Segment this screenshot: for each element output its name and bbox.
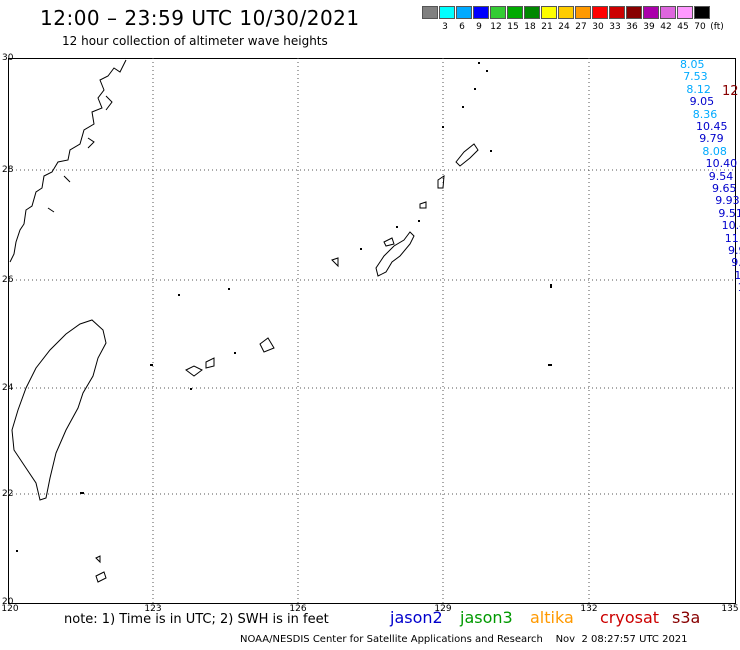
wave-height-value: 9.54 [708,169,734,183]
wave-height-value: 10 [738,281,740,294]
color-swatch [524,6,540,19]
lon-label: 123 [144,604,162,614]
legend-altika: altika [530,608,574,627]
color-scale-label: 30 [592,22,604,32]
color-scale-label: 6 [459,22,465,32]
taiwan-outline [11,319,107,501]
wave-height-value: 10.45 [696,120,728,133]
island [455,143,479,167]
color-scale-label: (ft) [710,22,724,32]
color-scale-label: 45 [677,22,689,32]
color-swatch [456,6,472,19]
color-swatch [677,6,693,19]
wave-value-extra: 12 [722,84,739,99]
island [95,555,101,564]
wave-height-value: 9.79 [699,132,724,146]
wave-height-value: 7.53 [683,70,708,84]
lon-label: 129 [434,604,452,614]
lat-label: 26 [2,275,14,285]
wave-height-value: 9.93 [715,194,740,208]
coastlines [9,59,479,583]
wave-height-map [8,58,736,604]
color-scale-label: 21 [541,22,553,32]
color-scale-label: 18 [524,22,536,32]
color-swatch [439,6,455,19]
color-scale-label: 39 [643,22,655,32]
legend-cryosat: cryosat [600,608,660,627]
lat-lon-gridlines [8,58,736,604]
lat-label: 22 [2,489,14,499]
page-title: 12:00 – 23:59 UTC 10/30/2021 [40,6,360,30]
wave-height-value: 11.3 [724,231,740,245]
lat-label: 20 [2,597,14,607]
legend-s3a: s3a [672,608,701,627]
island [95,571,107,583]
color-scale-label: 3 [442,22,448,32]
lon-label: 135 [721,604,739,614]
wave-height-value: 9.9 [728,244,740,257]
color-scale-label: 15 [507,22,519,32]
lat-label: 28 [2,165,14,175]
small-islands [16,62,552,552]
color-scale-label: 24 [558,22,570,32]
color-swatch [609,6,625,19]
wave-height-value: 10.40 [705,157,738,171]
china-coast [9,59,127,263]
color-swatch [643,6,659,19]
color-swatch [592,6,608,19]
color-scale-label: 27 [575,22,587,32]
legend-jason2: jason2 [390,608,443,627]
wave-height-value: 10 [734,268,740,282]
color-swatch [490,6,506,19]
lon-label: 132 [580,604,598,614]
lon-label: 120 [1,604,19,614]
color-swatch [660,6,676,19]
island [419,201,427,209]
color-scale-label: 36 [626,22,638,32]
color-swatch [558,6,574,19]
wave-height-value: 8.12 [686,82,711,96]
color-swatch [626,6,642,19]
lat-label: 30 [2,53,14,63]
legend-jason3: jason3 [460,608,513,627]
color-swatch [541,6,557,19]
island [375,231,415,277]
island [331,257,339,268]
footer-note: note: 1) Time is in UTC; 2) SWH is in fe… [64,612,329,627]
wave-height-value: 9.65 [712,182,737,195]
island [185,365,203,377]
color-scale-label: 70 [694,22,706,32]
color-swatch [575,6,591,19]
credit-line: NOAA/NESDIS Center for Satellite Applica… [240,634,688,645]
color-scale-label: 33 [609,22,621,32]
island [383,237,395,247]
color-swatch [694,6,710,19]
wave-height-value: 9.51 [718,206,740,220]
wave-height-value: 9. [731,256,740,270]
color-swatch [507,6,523,19]
page-subtitle: 12 hour collection of altimeter wave hei… [62,34,328,48]
wave-height-value: 8.05 [680,58,705,71]
island [205,357,215,369]
color-scale-bar [422,6,711,19]
color-scale-label: 9 [476,22,482,32]
lat-label: 24 [2,383,14,393]
color-scale-label: 42 [660,22,672,32]
island [259,337,275,353]
wave-height-value: 10.4 [721,219,740,233]
color-swatch [422,6,438,19]
color-scale-label: 12 [490,22,502,32]
china-coast-detail [47,95,113,213]
wave-height-value: 8.36 [692,107,718,121]
island [437,175,445,189]
wave-height-value: 8.08 [702,144,727,158]
wave-height-value: 9.05 [689,95,715,109]
map-frame [8,58,736,604]
lon-label: 126 [289,604,307,614]
color-swatch [473,6,489,19]
